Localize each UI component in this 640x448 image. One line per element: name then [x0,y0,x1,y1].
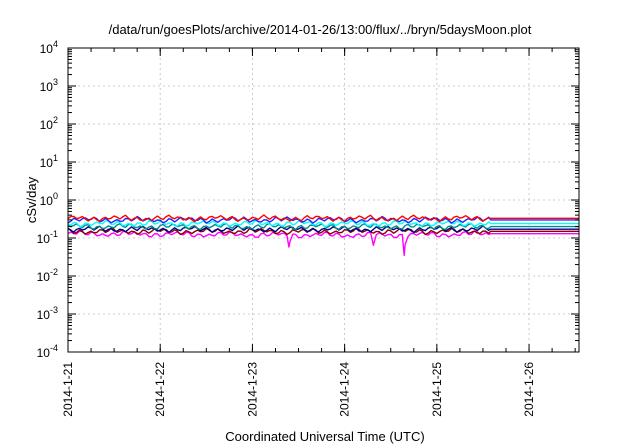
y-tick-label: 103 [40,77,58,94]
x-tick-label: 2014-1-24 [338,362,352,417]
x-tick-labels: 2014-1-21 2014-1-22 2014-1-23 2014-1-24 2014… [61,362,536,417]
y-tick-label: 100 [40,191,58,208]
series-line [67,230,579,257]
x-axis-label: Coordinated Universal Time (UTC) [225,429,424,444]
y-tick-label: 10-4 [37,343,58,360]
x-tick-label: 2014-1-21 [61,362,75,417]
series-line [67,227,579,236]
chart-title: /data/run/goesPlots/archive/2014-01-26/1… [109,22,532,37]
y-tick-label: 104 [40,39,58,56]
x-tick-label: 2014-1-22 [153,362,167,417]
series-line [67,214,579,223]
grid [68,48,579,352]
y-tick-labels: 10-4 10-3 10-2 10-1 100 101 102 103 104 [37,39,58,360]
x-tick-label: 2014-1-25 [430,362,444,417]
y-axis-label: cSv/day [24,176,39,223]
axis-ticks [67,47,579,353]
x-tick-label: 2014-1-23 [245,362,259,417]
y-tick-label: 10-2 [37,267,58,284]
y-tick-label: 10-1 [37,229,58,246]
plot-series [67,214,579,257]
y-tick-label: 101 [40,153,58,170]
series-line [67,219,579,228]
x-tick-label: 2014-1-26 [522,362,536,417]
y-tick-label: 102 [40,115,58,132]
y-tick-label: 10-3 [37,305,58,322]
series-line [67,215,579,224]
